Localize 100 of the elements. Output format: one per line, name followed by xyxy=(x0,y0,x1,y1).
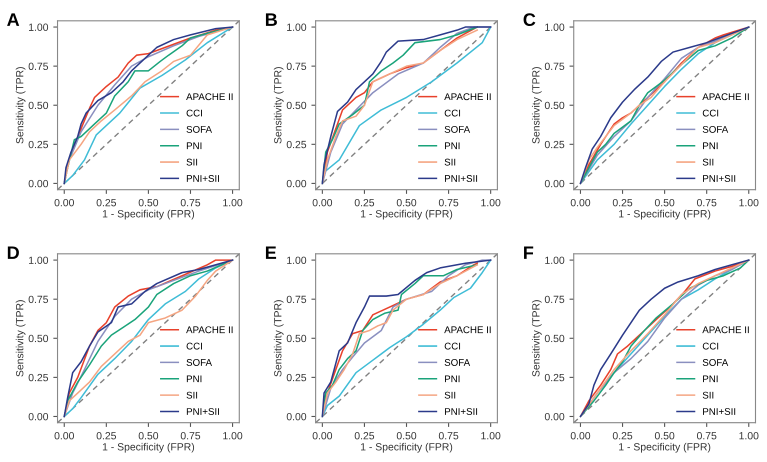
x-axis-title: 1 - Specificity (FPR) xyxy=(619,442,710,453)
y-axis-title: Sensitivity (TPR) xyxy=(16,300,26,377)
x-tick-label: 0.75 xyxy=(438,432,458,440)
x-tick-label: 0.75 xyxy=(696,432,716,440)
y-tick-label: 1.00 xyxy=(545,24,564,31)
y-tick-label: 1.00 xyxy=(287,24,306,31)
x-tick-label: 0.25 xyxy=(612,198,632,206)
legend-label: SOFA xyxy=(444,359,470,366)
legend-label: APACHE II xyxy=(186,93,233,100)
legend-label: SII xyxy=(186,158,198,166)
y-tick-label: 0.50 xyxy=(286,102,306,110)
x-tick-label: 1.00 xyxy=(223,432,242,440)
legend-label: SII xyxy=(702,158,714,166)
legend-label: SII xyxy=(702,392,714,399)
x-tick-label: 1.00 xyxy=(481,198,500,206)
legend-label: PNI+SII xyxy=(703,408,736,415)
x-tick-label: 0.50 xyxy=(138,198,158,206)
y-tick-label: 0.00 xyxy=(544,180,564,188)
y-tick-label: 0.50 xyxy=(544,334,564,342)
legend-label: PNI xyxy=(186,375,202,382)
x-tick-label: 0.00 xyxy=(570,198,590,206)
legend-label: PNI+SII xyxy=(444,408,478,415)
legend-label: PNI+SII xyxy=(703,175,736,182)
chart-title: F xyxy=(524,246,534,259)
x-tick-label: 0.75 xyxy=(696,198,716,206)
legend-label: SOFA xyxy=(186,359,212,366)
legend-label: APACHE II xyxy=(444,326,491,334)
x-tick-label: 0.50 xyxy=(654,198,674,206)
y-tick-label: 0.25 xyxy=(544,374,564,382)
y-tick-label: 0.00 xyxy=(286,412,306,420)
x-tick-label: 1.00 xyxy=(481,432,500,440)
chart-title: A xyxy=(7,13,20,26)
x-tick-label: 1.00 xyxy=(739,198,758,206)
x-tick-label: 0.00 xyxy=(54,432,74,440)
y-axis-title: Sensitivity (TPR) xyxy=(274,67,284,144)
legend-label: SII xyxy=(444,158,456,166)
x-tick-label: 0.25 xyxy=(354,198,374,206)
y-tick-label: 0.25 xyxy=(28,374,48,382)
legend-label: APACHE II xyxy=(702,93,749,100)
chart-title: B xyxy=(266,13,277,26)
y-tick-label: 0.50 xyxy=(28,102,48,110)
x-axis-title: 1 - Specificity (FPR) xyxy=(361,442,452,453)
y-tick-label: 1.00 xyxy=(29,256,48,264)
y-axis-title: Sensitivity (TPR) xyxy=(274,300,284,377)
legend-label: APACHE II xyxy=(186,326,233,334)
y-tick-label: 0.75 xyxy=(286,62,306,70)
x-tick-label: 0.25 xyxy=(96,432,116,440)
chart-title: D xyxy=(8,246,19,259)
x-axis-title: 1 - Specificity (FPR) xyxy=(619,210,710,220)
y-tick-label: 0.75 xyxy=(544,296,564,304)
legend-label: APACHE II xyxy=(702,326,749,334)
legend-label: PNI xyxy=(703,375,718,382)
legend-label: PNI xyxy=(186,142,202,150)
legend-label: SII xyxy=(444,392,456,399)
legend-label: SOFA xyxy=(702,126,728,133)
y-tick-label: 0.75 xyxy=(28,296,48,304)
x-tick-label: 0.50 xyxy=(654,432,674,440)
y-tick-label: 0.25 xyxy=(28,140,48,148)
x-tick-label: 0.75 xyxy=(438,198,458,206)
x-tick-label: 0.00 xyxy=(570,432,590,440)
x-tick-label: 0.00 xyxy=(312,198,332,206)
x-tick-label: 0.25 xyxy=(612,432,632,440)
x-tick-label: 0.50 xyxy=(138,432,158,440)
legend-label: CCI xyxy=(444,342,460,350)
y-tick-label: 0.75 xyxy=(28,62,48,70)
y-tick-label: 0.00 xyxy=(28,412,48,420)
chart-title: C xyxy=(524,13,536,26)
legend-label: PNI+SII xyxy=(444,175,478,182)
legend-label: SOFA xyxy=(186,126,212,133)
y-tick-label: 0.25 xyxy=(544,140,564,148)
y-tick-label: 0.00 xyxy=(28,180,48,188)
y-axis-title: Sensitivity (TPR) xyxy=(16,67,26,144)
legend-label: PNI+SII xyxy=(186,408,219,415)
y-tick-label: 0.00 xyxy=(286,180,306,188)
x-tick-label: 1.00 xyxy=(223,198,242,206)
x-tick-label: 0.75 xyxy=(180,432,200,440)
x-axis-title: 1 - Specificity (FPR) xyxy=(102,210,194,220)
y-tick-label: 0.50 xyxy=(544,102,564,110)
legend-label: CCI xyxy=(444,110,460,116)
x-tick-label: 0.25 xyxy=(96,198,116,206)
legend-label: PNI xyxy=(444,142,460,150)
x-axis-title: 1 - Specificity (FPR) xyxy=(361,210,452,220)
y-axis-title: Sensitivity (TPR) xyxy=(532,300,542,377)
legend-label: CCI xyxy=(186,110,202,116)
legend-label: CCI xyxy=(186,342,202,350)
y-axis-title: Sensitivity (TPR) xyxy=(532,67,542,144)
y-tick-label: 0.50 xyxy=(286,334,306,342)
legend-label: CCI xyxy=(702,110,718,116)
x-tick-label: 0.25 xyxy=(354,432,374,440)
legend-label: SII xyxy=(186,392,198,399)
x-tick-label: 1.00 xyxy=(739,432,758,440)
x-tick-label: 0.50 xyxy=(396,432,416,440)
y-tick-label: 0.75 xyxy=(544,62,564,70)
legend-label: PNI xyxy=(444,375,460,382)
chart-title: E xyxy=(266,246,276,259)
y-tick-label: 1.00 xyxy=(545,256,564,264)
y-tick-label: 1.00 xyxy=(29,24,48,31)
y-tick-label: 0.25 xyxy=(286,374,306,382)
legend-label: SOFA xyxy=(444,126,470,133)
y-tick-label: 0.25 xyxy=(286,140,306,148)
